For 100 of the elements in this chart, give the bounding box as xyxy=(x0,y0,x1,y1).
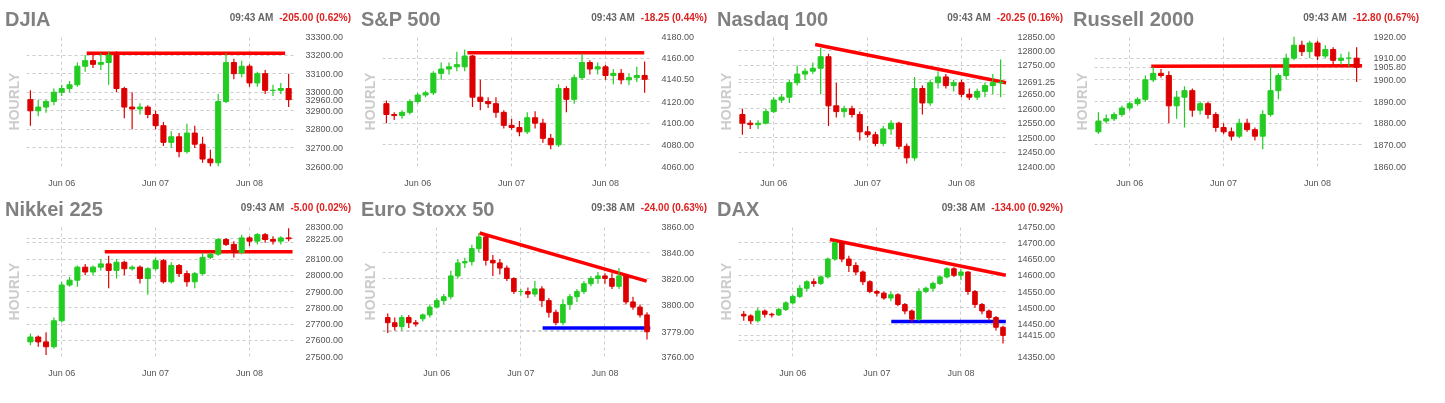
candlestick xyxy=(856,111,863,142)
y-tick-label: 1920.00 xyxy=(1373,31,1407,42)
x-tick-label: Jun 08 xyxy=(948,177,976,188)
x-tick-label: Jun 07 xyxy=(142,367,170,378)
x-tick-label: Jun 07 xyxy=(854,177,882,188)
candlestick xyxy=(262,69,269,95)
text: 09:38 AM xyxy=(941,202,986,213)
candlestick xyxy=(168,261,175,284)
text: 09:38 AM xyxy=(591,202,635,213)
y-tick-label: 12500.00 xyxy=(1017,132,1056,143)
x-tick-label: Jun 07 xyxy=(142,177,170,188)
y-tick-label: 3860.00 xyxy=(661,221,695,232)
y-tick-label: 14600.00 xyxy=(1017,270,1056,281)
candlestick xyxy=(1314,40,1321,61)
candlestick xyxy=(285,73,292,108)
y-tick-label: 1880.00 xyxy=(1373,118,1407,129)
x-tick-label: Jun 06 xyxy=(760,177,788,188)
y-tick-label: 12650.00 xyxy=(1017,89,1056,100)
chart-title: Nikkei 225 xyxy=(5,197,103,222)
y-tick-label: 33200.00 xyxy=(305,50,344,61)
x-tick-label: Jun 06 xyxy=(779,367,807,378)
x-tick-label: Jun 07 xyxy=(1210,177,1238,188)
x-tick-label: Jun 06 xyxy=(48,177,76,188)
y-tick-label: 14550.00 xyxy=(1017,286,1056,297)
candlestick xyxy=(841,105,848,118)
x-tick-label: Jun 07 xyxy=(498,177,526,188)
y-tick-label: 14650.00 xyxy=(1017,254,1056,264)
candlestick xyxy=(136,102,143,116)
y-tick-label: 33100.00 xyxy=(305,68,344,79)
y-tick-label: 27500.00 xyxy=(305,351,344,362)
y-tick-label: 12750.00 xyxy=(1017,60,1056,71)
text: -205.00 (0.62%) xyxy=(279,12,351,23)
candlestick xyxy=(817,47,824,95)
candlestick xyxy=(895,121,902,150)
y-tick-label: 33300.00 xyxy=(305,31,344,42)
candlestick xyxy=(539,118,546,144)
x-tick-label: Jun 08 xyxy=(1304,177,1332,188)
candlestick xyxy=(888,119,895,136)
y-tick-label: 28300.00 xyxy=(305,221,344,232)
y-tick-label: 3840.00 xyxy=(661,247,695,258)
y-tick-label: 14750.00 xyxy=(1017,221,1056,232)
y-tick-label: 4120.00 xyxy=(661,96,695,107)
candlestick xyxy=(934,70,942,90)
candlestick xyxy=(794,64,801,87)
y-tick-label: 32900.00 xyxy=(305,105,344,116)
text: -24.00 (0.63%) xyxy=(640,202,707,213)
candlestick xyxy=(1189,87,1196,118)
candlestick xyxy=(1353,46,1360,83)
candlestick xyxy=(532,110,539,130)
y-tick-label: 32800.00 xyxy=(305,124,344,135)
text: 09:43 AM xyxy=(240,202,285,213)
chart-title: Russell 2000 xyxy=(1073,7,1195,32)
y-tick-label: 1910.00 xyxy=(1373,53,1407,64)
candlestick xyxy=(43,331,50,356)
y-tick-label: 28000.00 xyxy=(305,270,344,281)
candlestick xyxy=(1095,111,1102,135)
y-tick-label: 12850.00 xyxy=(1017,31,1056,42)
x-tick-label: Jun 08 xyxy=(236,177,264,188)
text: -18.25 (0.44%) xyxy=(640,12,707,23)
x-tick-label: Jun 07 xyxy=(863,367,891,378)
x-tick-label: Jun 06 xyxy=(404,177,432,188)
x-tick-label: Jun 08 xyxy=(592,177,620,188)
y-tick-label: 4060.00 xyxy=(661,161,695,172)
y-tick-label: 3800.00 xyxy=(661,299,695,310)
y-tick-label: 12600.00 xyxy=(1017,103,1056,114)
x-tick-label: Jun 07 xyxy=(507,367,535,378)
candlestick xyxy=(641,60,648,94)
y-tick-label: 4100.00 xyxy=(661,118,695,129)
candlestick xyxy=(1157,68,1165,79)
y-tick-label: 1900.00 xyxy=(1373,74,1407,85)
y-tick-label: 12800.00 xyxy=(1017,45,1056,56)
candlestick xyxy=(625,72,633,86)
candlestick xyxy=(578,53,586,81)
candlestick xyxy=(27,89,34,127)
y-tick-label: 1870.00 xyxy=(1373,139,1407,150)
y-tick-label: 1860.00 xyxy=(1373,161,1407,172)
x-tick-label: Jun 08 xyxy=(947,367,975,378)
y-tick-label: 28100.00 xyxy=(305,254,344,264)
x-tick-label: Jun 08 xyxy=(591,367,619,378)
candlestick xyxy=(739,108,746,136)
y-tick-label: 4160.00 xyxy=(661,53,695,64)
candlestick xyxy=(563,85,570,113)
candlestick xyxy=(269,235,277,245)
candlestick xyxy=(183,123,190,155)
x-tick-label: Jun 06 xyxy=(423,367,451,378)
y-tick-label: 27900.00 xyxy=(305,286,344,297)
y-tick-label: 27600.00 xyxy=(305,335,344,346)
candlestick xyxy=(230,58,237,80)
text: -20.25 (0.16%) xyxy=(996,12,1063,23)
candlestick xyxy=(801,67,809,81)
candlestick xyxy=(786,79,793,104)
candlestick xyxy=(238,234,245,255)
candlestick xyxy=(880,125,887,147)
candlestick xyxy=(1337,53,1345,66)
candlestick xyxy=(176,132,183,158)
chart-title: Nasdaq 100 xyxy=(717,7,829,32)
chart-title: DJIA xyxy=(5,7,51,32)
y-tick-label: 28225.00 xyxy=(305,233,344,244)
candlestick xyxy=(1173,90,1180,120)
y-tick-label: 1890.00 xyxy=(1373,96,1407,107)
